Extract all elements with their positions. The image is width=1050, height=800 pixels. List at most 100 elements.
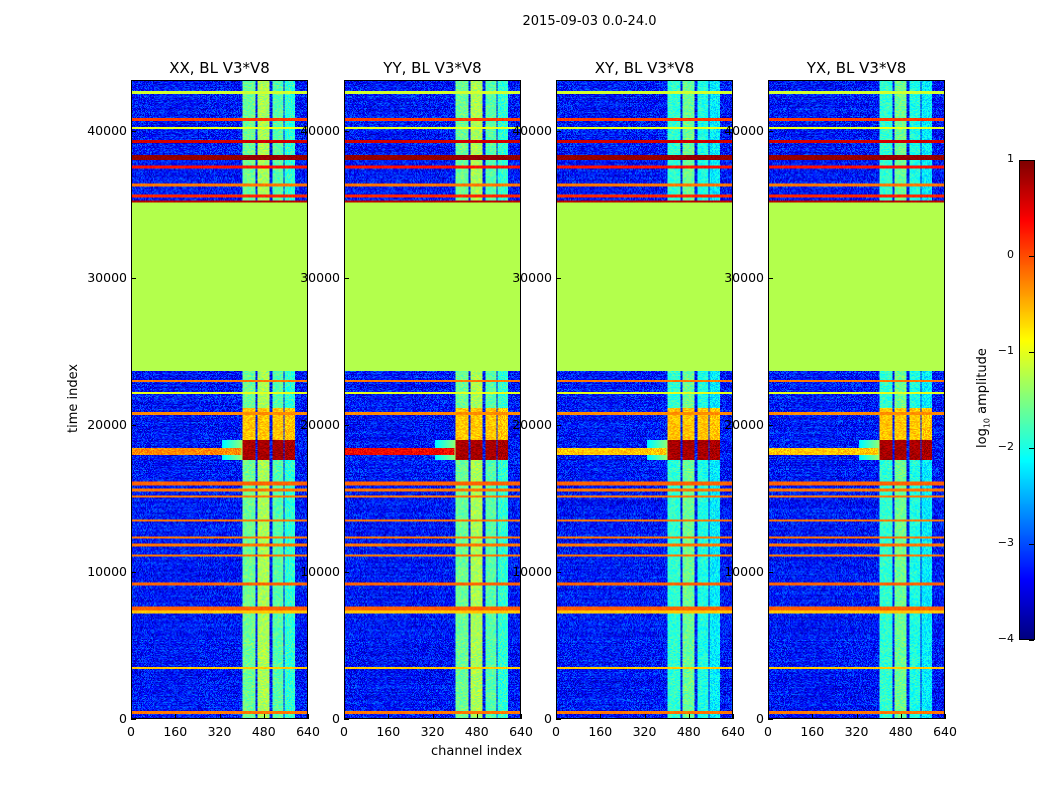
colorbar-tick-label: 1 xyxy=(1007,152,1014,165)
colorbar-tick-label: −1 xyxy=(997,344,1014,357)
y-tick-mark xyxy=(768,425,773,427)
x-tick-mark xyxy=(344,714,345,719)
x-tick-label: 160 xyxy=(588,724,613,739)
heatmap-panel xyxy=(768,80,945,719)
x-tick-mark xyxy=(688,714,690,719)
colorbar-tick-mark xyxy=(1029,640,1034,641)
x-tick-label: 0 xyxy=(764,724,772,739)
heatmap-image xyxy=(345,81,520,718)
y-axis-label: time index xyxy=(66,363,81,433)
colorbar-tick-label: −4 xyxy=(997,632,1014,645)
colorbar xyxy=(1019,160,1035,640)
y-tick-mark xyxy=(556,572,561,574)
x-tick-label: 480 xyxy=(251,724,276,739)
x-tick-mark xyxy=(175,714,177,719)
y-tick-mark xyxy=(556,131,561,133)
figure-title: 2015-09-03 0.0-24.0 xyxy=(522,14,657,29)
x-tick-mark xyxy=(644,714,646,719)
y-tick-mark xyxy=(768,572,773,574)
colorbar-tick-label: −3 xyxy=(997,536,1014,549)
y-tick-mark xyxy=(768,278,773,280)
x-tick-mark xyxy=(263,714,265,719)
heatmap-panel xyxy=(344,80,521,719)
x-tick-label: 480 xyxy=(888,724,913,739)
x-tick-label: 320 xyxy=(844,724,869,739)
x-tick-label: 320 xyxy=(420,724,445,739)
y-tick-label: 30000 xyxy=(300,270,340,286)
heatmap-panel xyxy=(131,80,308,719)
x-tick-mark xyxy=(812,714,814,719)
y-tick-label: 30000 xyxy=(87,270,127,286)
heatmap-image xyxy=(769,81,944,718)
x-tick-mark xyxy=(900,714,902,719)
x-tick-label: 320 xyxy=(632,724,657,739)
y-tick-mark xyxy=(768,719,773,720)
y-tick-label: 30000 xyxy=(512,270,552,286)
panel-title: XX, BL V3*V8 xyxy=(169,59,270,77)
y-tick-mark xyxy=(131,425,136,427)
y-tick-mark xyxy=(556,719,561,720)
x-tick-label: 640 xyxy=(721,724,745,739)
x-tick-label: 480 xyxy=(464,724,489,739)
y-tick-mark xyxy=(131,131,136,133)
x-tick-label: 640 xyxy=(509,724,533,739)
x-tick-mark xyxy=(856,714,858,719)
x-tick-label: 480 xyxy=(676,724,701,739)
x-tick-mark xyxy=(131,714,132,719)
x-tick-label: 320 xyxy=(207,724,232,739)
colorbar-tick-label: −2 xyxy=(997,440,1014,453)
y-tick-mark xyxy=(131,278,136,280)
colorbar-tick-mark xyxy=(1029,544,1034,545)
y-tick-mark xyxy=(131,719,136,720)
y-tick-label: 0 xyxy=(544,711,552,726)
y-tick-label: 40000 xyxy=(512,123,552,139)
x-tick-mark xyxy=(521,714,522,719)
colorbar-tick-mark xyxy=(1029,352,1034,353)
x-tick-mark xyxy=(768,714,769,719)
y-tick-label: 10000 xyxy=(300,564,340,580)
x-tick-label: 160 xyxy=(376,724,401,739)
x-tick-label: 640 xyxy=(933,724,957,739)
x-tick-label: 0 xyxy=(127,724,135,739)
colorbar-tick-mark xyxy=(1029,160,1034,161)
heatmap-image xyxy=(557,81,732,718)
panel-title: YY, BL V3*V8 xyxy=(383,59,482,77)
y-tick-mark xyxy=(131,572,136,574)
y-tick-label: 10000 xyxy=(724,564,764,580)
panel-title: YX, BL V3*V8 xyxy=(806,59,907,77)
x-tick-mark xyxy=(733,714,734,719)
colorbar-gradient xyxy=(1020,161,1034,639)
y-tick-label: 20000 xyxy=(300,417,340,433)
y-tick-mark xyxy=(344,278,349,280)
y-tick-label: 20000 xyxy=(724,417,764,433)
colorbar-label: log10 amplitude xyxy=(975,348,992,448)
y-tick-mark xyxy=(344,572,349,574)
y-tick-label: 10000 xyxy=(512,564,552,580)
x-tick-label: 160 xyxy=(800,724,825,739)
y-tick-label: 0 xyxy=(756,711,764,726)
x-tick-mark xyxy=(308,714,309,719)
x-tick-mark xyxy=(219,714,221,719)
y-tick-label: 0 xyxy=(332,711,340,726)
heatmap-panel xyxy=(556,80,733,719)
x-tick-mark xyxy=(945,714,946,719)
x-tick-mark xyxy=(556,714,557,719)
y-tick-mark xyxy=(344,131,349,133)
colorbar-tick-label: 0 xyxy=(1007,248,1014,261)
y-tick-label: 10000 xyxy=(87,564,127,580)
x-axis-label: channel index xyxy=(431,744,523,759)
y-tick-label: 20000 xyxy=(87,417,127,433)
y-tick-label: 40000 xyxy=(87,123,127,139)
x-tick-label: 640 xyxy=(296,724,320,739)
x-tick-mark xyxy=(432,714,434,719)
y-tick-mark xyxy=(344,425,349,427)
x-tick-mark xyxy=(600,714,602,719)
y-tick-mark xyxy=(344,719,349,720)
x-tick-label: 0 xyxy=(552,724,560,739)
y-tick-label: 0 xyxy=(119,711,127,726)
y-tick-mark xyxy=(556,425,561,427)
heatmap-image xyxy=(132,81,307,718)
x-tick-mark xyxy=(476,714,478,719)
colorbar-tick-mark xyxy=(1029,448,1034,449)
